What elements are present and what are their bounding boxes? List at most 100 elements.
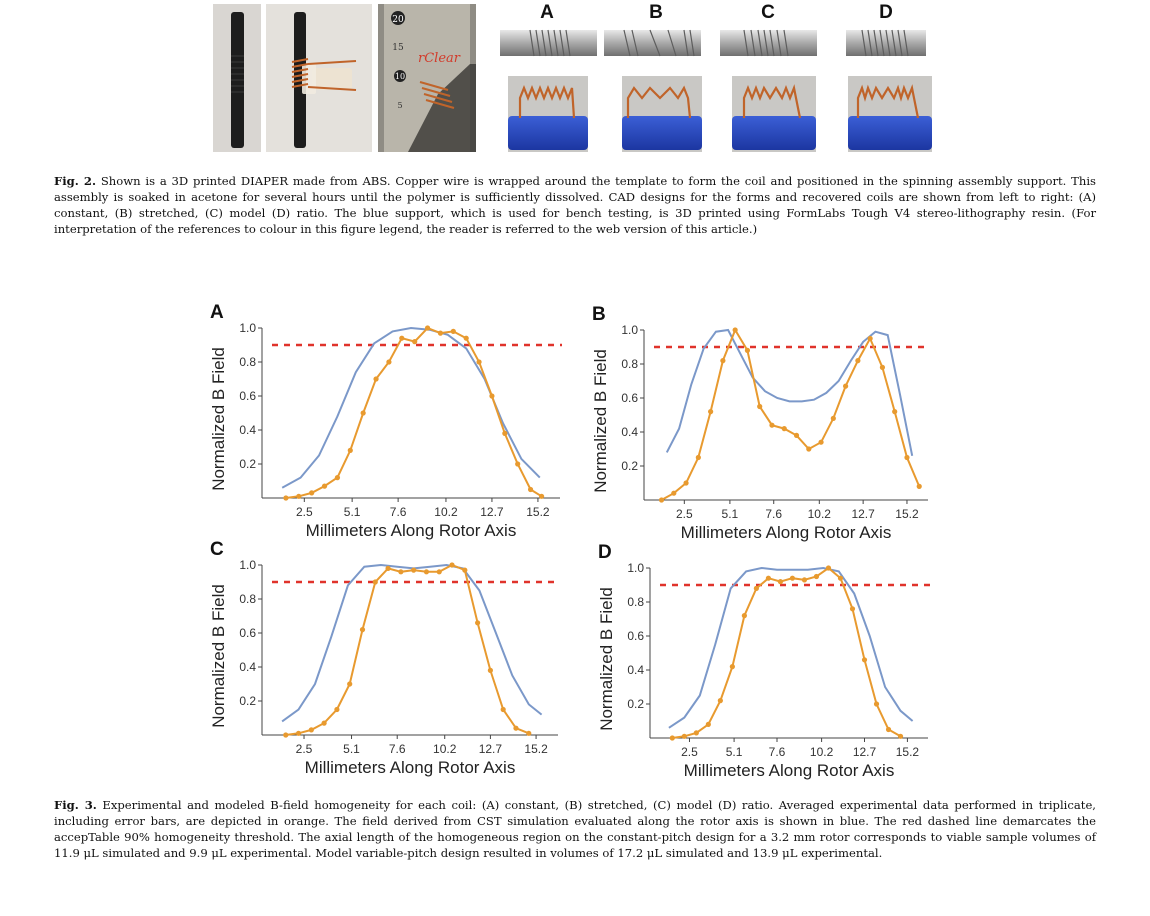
experimental-point-b: [867, 335, 873, 342]
experimental-point-b: [720, 358, 726, 364]
experimental-point-b: [769, 422, 775, 428]
experimental-point-d: [837, 575, 844, 581]
panel-label-c: C: [210, 539, 224, 560]
experimental-point-d: [861, 657, 868, 663]
x-tick-label-d: 15.2: [896, 745, 920, 759]
x-tick-label-a: 2.5: [296, 505, 313, 519]
experimental-point-c: [398, 569, 404, 575]
figure-2-caption-label: Fig. 2.: [54, 174, 97, 188]
y-tick-label-c: 1.0: [239, 558, 256, 572]
experimental-point-a: [437, 330, 444, 336]
experimental-point-a: [476, 359, 482, 365]
experimental-point-a: [424, 325, 431, 331]
x-tick-label-b: 12.7: [851, 507, 875, 521]
cad-render-c: [720, 29, 817, 57]
experimental-point-a: [296, 493, 302, 499]
y-tick-label-b: 0.4: [621, 425, 638, 439]
x-tick-label-a: 7.6: [390, 505, 407, 519]
experimental-point-d: [801, 577, 808, 583]
x-tick-label-c: 12.7: [479, 742, 503, 756]
experimental-point-b: [904, 454, 910, 461]
figure-3-caption-text: Experimental and modeled B-field homogen…: [54, 798, 1096, 860]
experimental-point-b: [830, 415, 836, 421]
figure-2-caption-text: Shown is a 3D printed DIAPER made from A…: [54, 174, 1096, 236]
experimental-point-a: [283, 495, 289, 501]
x-tick-label-a: 15.2: [526, 505, 550, 519]
experimental-point-d: [669, 735, 675, 741]
experimental-point-c: [436, 569, 442, 575]
y-tick-label-b: 1.0: [621, 323, 638, 337]
experimental-point-c: [295, 730, 302, 736]
cad-renders: [500, 29, 926, 57]
figure-2: 20 15 10 5 rClear A B C D: [0, 0, 1150, 160]
y-tick-label-d: 0.6: [627, 629, 644, 643]
experimental-point-d: [873, 701, 880, 707]
y-tick-label-d: 0.2: [627, 697, 644, 711]
experimental-point-a: [527, 486, 534, 493]
experimental-point-b: [793, 432, 800, 438]
y-tick-label-d: 1.0: [627, 561, 644, 575]
x-tick-label-b: 7.6: [765, 507, 782, 521]
experimental-point-c: [347, 681, 353, 687]
chart-panel-d: D 0.2 0.4 0.6 0.8 1.0 2.5 5.1 7.6 10.2 12.7 15.2Mil…: [597, 542, 930, 780]
experimental-point-a: [334, 475, 341, 481]
experimental-point-c: [321, 720, 327, 726]
recovered-coil-b: [622, 76, 702, 152]
x-axis-label-a: Millimeters Along Rotor Axis: [306, 521, 517, 540]
y-tick-label-b: 0.8: [621, 357, 638, 371]
experimental-point-d: [789, 575, 796, 581]
experimental-point-c: [308, 727, 314, 733]
simulated-line-d: [668, 566, 914, 729]
x-axis-label-b: Millimeters Along Rotor Axis: [681, 523, 892, 542]
x-tick-label-d: 5.1: [726, 745, 743, 759]
experimental-point-c: [283, 732, 289, 738]
figure-3-caption: Fig. 3. Experimental and modeled B-field…: [54, 797, 1096, 861]
experimental-point-b: [916, 483, 922, 489]
experimental-point-b: [744, 347, 751, 353]
experimental-line-c: [285, 563, 530, 736]
experimental-point-d: [897, 733, 904, 739]
experimental-point-b: [855, 358, 861, 364]
photo-wrapped-coil: [266, 4, 372, 152]
experimental-point-d: [753, 585, 759, 591]
tube-mark-15: 15: [392, 43, 404, 53]
panel-label-b: B: [592, 304, 606, 325]
y-tick-label-c: 0.4: [239, 660, 256, 674]
experimental-point-d: [849, 606, 856, 612]
figure-3-caption-label: Fig. 3.: [54, 798, 97, 812]
y-tick-label-d: 0.8: [627, 595, 644, 609]
cad-render-b: [604, 29, 701, 57]
experimental-point-d: [705, 721, 711, 727]
x-tick-label-c: 5.1: [343, 742, 360, 756]
experimental-point-b: [806, 446, 812, 452]
y-axis-label-d: Normalized B Field: [597, 587, 616, 731]
tube-brand: rClear: [418, 51, 461, 66]
x-tick-label-c: 2.5: [296, 742, 313, 756]
experimental-point-a: [515, 461, 521, 467]
y-tick-label-b: 0.2: [621, 459, 638, 473]
experimental-point-d: [765, 575, 772, 581]
experimental-point-b: [843, 383, 849, 389]
figure-3-svg: A0.20.40.60.81.02.5 5.1 7.6 10.2 12.7 15.2Mil…: [209, 302, 930, 780]
experimental-point-d: [741, 613, 747, 619]
x-tick-label-d: 10.2: [810, 745, 834, 759]
figure-3-plots: A 0.2 0.4 0.6 0.8 1.0 2.5 5.1 7.6 10.2 12.7 15.2 Mil…: [0, 290, 1150, 790]
recovered-coils: [508, 76, 932, 152]
experimental-point-a: [450, 328, 456, 334]
experimental-point-a: [309, 490, 315, 496]
experimental-point-d: [717, 698, 723, 704]
experimental-point-a: [321, 483, 328, 489]
simulated-line-b: [665, 328, 914, 456]
experimental-point-c: [449, 562, 455, 568]
x-tick-label-b: 5.1: [722, 507, 739, 521]
recovered-coil-c: [732, 76, 816, 152]
chart-panel-a: A 0.2 0.4 0.6 0.8 1.0 2.5 5.1 7.6 10.2 12.7 15.2 Mil…: [209, 302, 562, 540]
experimental-point-c: [423, 569, 430, 575]
experimental-point-d: [777, 579, 784, 585]
experimental-point-c: [513, 725, 519, 731]
experimental-point-a: [399, 335, 405, 341]
experimental-point-b: [732, 327, 738, 333]
y-axis-label-a: Normalized B Field: [209, 347, 228, 491]
cad-render-a: [500, 29, 597, 57]
x-tick-label-a: 5.1: [344, 505, 361, 519]
